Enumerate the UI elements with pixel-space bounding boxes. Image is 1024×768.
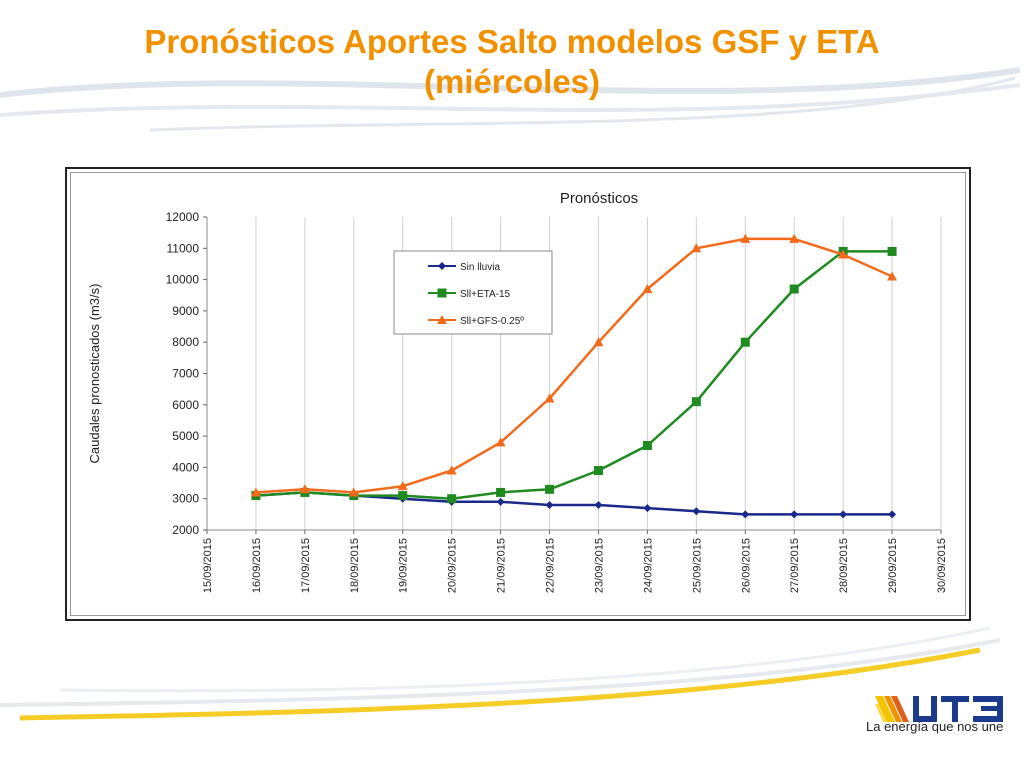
x-tick-label-3: 18/09/2015 (349, 538, 361, 593)
y-tick-label-3: 5000 (172, 429, 199, 443)
logo-stripes-icon (875, 696, 909, 722)
chart-inner-border (70, 172, 966, 616)
x-tick-label-8: 23/09/2015 (593, 538, 605, 593)
x-tick-label-4: 19/09/2015 (398, 538, 410, 593)
bottom-swoosh-grey (0, 638, 1001, 707)
x-tick-label-14: 29/09/2015 (887, 538, 899, 593)
y-tick-label-6: 8000 (172, 335, 199, 349)
legend-marker-0 (438, 262, 446, 270)
series-2-point-11 (789, 233, 800, 243)
forecast-chart: Pronósticos 15/09/2015 16/09/2015 17/09/201… (87, 190, 948, 593)
top-swoosh-1 (0, 67, 1021, 98)
y-tick-label-9: 11000 (167, 241, 200, 255)
y-tick-label-2: 4000 (172, 460, 199, 474)
chart-frame: Pronósticos 15/09/2015 16/09/2015 17/09/201… (65, 167, 971, 621)
x-tick-label-5: 20/09/2015 (447, 538, 459, 593)
bottom-swoosh-grey-2 (59, 626, 991, 693)
series-line-2 (255, 237, 893, 494)
legend-marker-2 (437, 315, 447, 324)
y-tick-label-10: 12000 (166, 210, 200, 224)
series-2-point-1 (299, 484, 310, 494)
legend-label-2: Sll+GFS-0.25º (460, 316, 524, 327)
series-2-point-3 (397, 481, 408, 491)
series-2-point-5 (495, 437, 506, 447)
series-2-point-6 (544, 393, 555, 403)
series-2-point-2 (348, 487, 359, 497)
slide-title: Pronósticos Aportes Salto modelos GSF y … (0, 22, 1024, 102)
series-0-point-5 (496, 497, 505, 506)
series-0-point-8 (643, 504, 652, 513)
series-2-point-8 (642, 283, 653, 293)
series-line-1 (255, 250, 893, 500)
legend-label-1: Sll+ETA-15 (460, 289, 511, 300)
top-swoosh-2 (0, 83, 1021, 117)
y-axis-label: Caudales pronosticados (m3/s) (87, 284, 102, 464)
y-tick-label-4: 6000 (172, 398, 199, 412)
x-tick-label-11: 26/09/2015 (740, 538, 752, 593)
series-2-point-10 (740, 233, 751, 243)
series-1-point-5 (496, 487, 506, 497)
bottom-swoosh-yellow (19, 647, 981, 721)
x-tick-label-13: 28/09/2015 (838, 538, 850, 593)
series-1-point-4 (447, 494, 457, 504)
legend-box (393, 250, 553, 335)
series-1-point-11 (789, 284, 799, 294)
x-tick-label-6: 21/09/2015 (496, 538, 508, 593)
x-tick-label-0: 15/09/2015 (202, 538, 214, 593)
x-tick-label-15: 30/09/2015 (936, 538, 948, 593)
slide-title-line1: Pronósticos Aportes Salto modelos GSF y … (144, 23, 880, 60)
logo-letters-ute (913, 696, 1003, 722)
series-0-point-6 (545, 500, 554, 509)
chart-title: Pronósticos (560, 190, 638, 207)
series-1-point-6 (545, 484, 555, 494)
y-tick-label-1: 3000 (172, 492, 199, 506)
series-0-point-9 (692, 507, 701, 516)
x-tick-label-10: 25/09/2015 (691, 538, 703, 593)
x-tick-label-7: 22/09/2015 (545, 538, 557, 593)
top-swoosh-3 (149, 76, 1016, 132)
series-1-point-3 (398, 491, 408, 501)
x-tick-label-12: 27/09/2015 (789, 538, 801, 593)
legend-label-0: Sin lluvia (460, 262, 500, 273)
series-0-point-10 (741, 510, 750, 519)
series-2-point-9 (691, 243, 702, 253)
series-2-point-13 (887, 271, 898, 281)
series-1-point-10 (740, 337, 750, 347)
series-1-point-9 (691, 397, 701, 407)
series-1-point-7 (593, 466, 603, 476)
ute-logo (875, 696, 1003, 722)
series-1-point-13 (887, 246, 897, 256)
series-0-point-7 (594, 500, 603, 509)
series-1-point-8 (642, 440, 652, 450)
slide-title-line2: (miércoles) (423, 63, 601, 100)
series-2-point-12 (838, 249, 849, 259)
series-0-point-13 (888, 510, 897, 519)
y-tick-label-0: 2000 (172, 523, 199, 537)
series-2-point-4 (446, 465, 457, 475)
x-tick-label-2: 17/09/2015 (300, 538, 312, 593)
series-0-point-12 (839, 510, 848, 519)
y-tick-label-8: 10000 (166, 273, 200, 287)
x-tick-label-9: 24/09/2015 (642, 538, 654, 593)
series-0-point-11 (790, 510, 799, 519)
y-tick-label-7: 9000 (172, 304, 199, 318)
brand-tagline: La energía que nos une (866, 719, 1004, 734)
x-tick-label-1: 16/09/2015 (251, 538, 263, 593)
series-2-point-0 (250, 487, 261, 497)
legend-marker-1 (437, 288, 447, 298)
y-tick-label-5: 7000 (172, 367, 199, 381)
series-2-point-7 (593, 337, 604, 347)
